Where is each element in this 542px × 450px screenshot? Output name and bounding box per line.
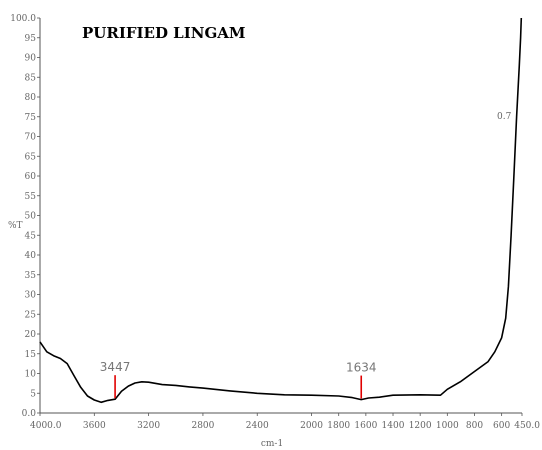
- x-ticks: 4000.0 3600 3200 2800 2400 2000 1800 1600 1400 12…: [30, 413, 540, 431]
- y-tick-label: 80: [25, 93, 37, 103]
- x-tick-label: 450.0: [514, 421, 540, 431]
- y-tick-label: 30: [25, 291, 37, 301]
- x-tick-label: 3200: [137, 421, 160, 431]
- y-tick-label: 90: [25, 54, 37, 64]
- y-tick-label: 5: [30, 389, 36, 399]
- x-axis-label: cm-1: [261, 439, 283, 449]
- y-tick-label: 0.0: [22, 409, 37, 419]
- x-tick-label: 2800: [191, 421, 214, 431]
- y-tick-label: 10: [25, 370, 37, 380]
- x-tick-label: 1200: [409, 421, 432, 431]
- y-tick-label: 95: [25, 34, 37, 44]
- peak-label: 3447: [100, 360, 131, 374]
- chart-title: PURIFIED LINGAM: [82, 24, 246, 42]
- y-tick-label: 20: [25, 330, 37, 340]
- x-tick-label: 1600: [354, 421, 377, 431]
- y-tick-label: 25: [25, 310, 37, 320]
- x-tick-label: 800: [466, 421, 483, 431]
- axes: [39, 18, 522, 414]
- x-tick-label: 3600: [83, 421, 106, 431]
- y-tick-label: 50: [25, 212, 37, 222]
- x-tick-label: 2000: [300, 421, 323, 431]
- spectrum-line: [39, 17, 523, 404]
- x-tick-label: 1400: [382, 421, 405, 431]
- y-tick-label: 65: [25, 152, 37, 162]
- curve-label: 0.7: [497, 112, 512, 122]
- y-ticks: 0.0 5 10 15 20 25 30 35 40 45 50 55 60 65 70 75 80 85 90 95…: [10, 14, 40, 419]
- x-tick-label: 600: [493, 421, 510, 431]
- x-tick-label: 1000: [436, 421, 459, 431]
- y-tick-label: 75: [25, 113, 37, 123]
- y-tick-label: 35: [25, 271, 37, 281]
- y-tick-label: 40: [25, 251, 37, 261]
- y-tick-label: 60: [25, 172, 37, 182]
- y-tick-label: 100.0: [10, 14, 36, 24]
- y-tick-label: 55: [25, 192, 37, 202]
- annotations: 3447 1634: [100, 360, 377, 399]
- peak-label: 1634: [346, 361, 377, 375]
- y-tick-label: 15: [25, 350, 37, 360]
- series-group: 0.7: [39, 17, 523, 404]
- y-axis-label: %T: [8, 221, 23, 231]
- x-tick-label: 2400: [246, 421, 269, 431]
- x-tick-label: 1800: [327, 421, 350, 431]
- y-tick-label: 85: [25, 73, 37, 83]
- y-tick-label: 45: [25, 231, 37, 241]
- x-tick-label: 4000.0: [30, 421, 62, 431]
- y-tick-label: 70: [25, 133, 37, 143]
